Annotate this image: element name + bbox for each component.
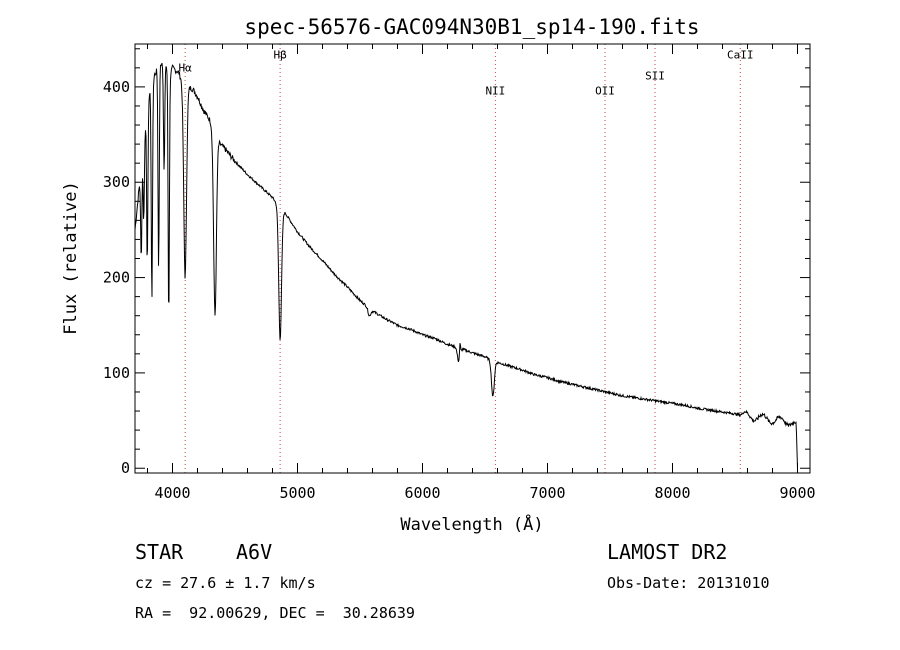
x-tick-label-1: 5000	[279, 484, 315, 502]
axis-ticks: 4000 5000 6000 7000 8000 9000 0 100 200 300 400	[103, 44, 816, 502]
y-tick-label-2: 200	[103, 269, 130, 287]
chart-title: spec-56576-GAC094N30B1_sp14-190.fits	[244, 15, 699, 39]
marker-label-2: NII	[485, 85, 505, 98]
redshift-value: cz = 27.6 ± 1.7 km/s	[135, 574, 316, 592]
sky-coordinates: RA = 92.00629, DEC = 30.28639	[135, 604, 415, 622]
x-tick-label-2: 6000	[404, 484, 440, 502]
observation-date: Obs-Date: 20131010	[607, 574, 770, 592]
marker-label-1: Hβ	[274, 48, 288, 61]
x-tick-label-4: 8000	[654, 484, 690, 502]
x-tick-label-3: 7000	[529, 484, 565, 502]
marker-label-5: CaII	[727, 48, 754, 61]
survey-name: LAMOST DR2	[607, 540, 728, 564]
marker-label-4: SII	[645, 69, 665, 82]
y-tick-label-0: 0	[121, 459, 130, 477]
spectral-subclass: A6V	[236, 540, 273, 564]
y-tick-label-4: 400	[103, 78, 130, 96]
x-tick-label-0: 4000	[154, 484, 190, 502]
plot-frame	[134, 43, 811, 474]
x-tick-label-5: 9000	[779, 484, 815, 502]
y-axis-label: Flux (relative)	[61, 181, 81, 335]
y-tick-label-3: 300	[103, 173, 130, 191]
object-class: STAR	[135, 540, 184, 564]
spectrum-line	[134, 62, 798, 469]
line-markers: Hα Hβ NII OII SII CaII	[179, 44, 754, 473]
marker-label-3: OII	[595, 85, 615, 98]
marker-label-0: Hα	[179, 62, 193, 75]
y-tick-label-1: 100	[103, 364, 130, 382]
x-axis-label: Wavelength (Å)	[400, 513, 543, 535]
